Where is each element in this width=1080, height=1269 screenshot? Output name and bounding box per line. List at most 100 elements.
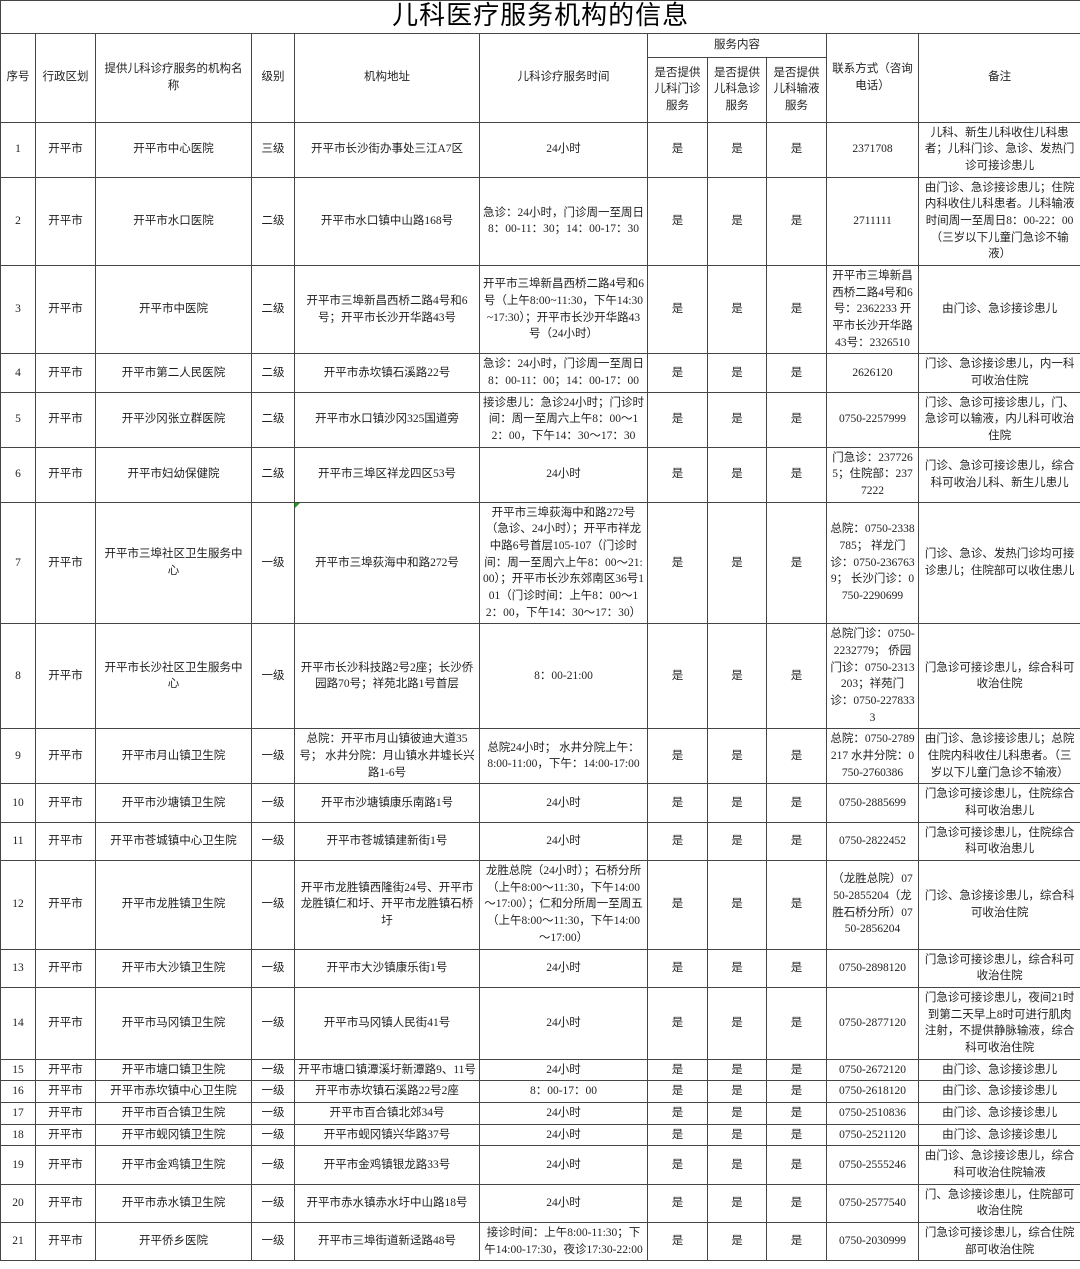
cell-emergency: 是 [707,1145,767,1185]
cell-name: 开平市水口医院 [95,176,252,266]
cell-emergency: 是 [707,264,767,355]
cell-address: 开平市三埠新昌西桥二路4号和6号；开平市长沙开华路43号 [294,264,480,355]
cell-seq: 15 [0,1058,36,1082]
cell-infusion: 是 [766,353,827,393]
cell-infusion: 是 [766,728,827,785]
col-header-service-group: 服务内容 [647,32,827,58]
cell-district: 开平市 [35,391,96,448]
cell-district: 开平市 [35,121,96,178]
cell-seq: 5 [0,391,36,448]
cell-level: 一级 [251,1221,295,1262]
cell-contact: 0750-2885699 [826,783,919,823]
cell-contact: 总院：0750-2338785； 祥龙门诊：0750-2367639； 长沙门诊… [826,501,919,625]
table-row: 7 开平市 开平市三埠社区卫生服务中心 一级 开平市三埠荻海中和路272号 开平… [0,501,1080,625]
cell-remark: 由门诊、急诊接诊患儿，综合科可收治住院输液 [917,1145,1080,1185]
cell-address: 开平市三埠荻海中和路272号 [294,501,480,625]
cell-time: 24小时 [479,1058,648,1082]
cell-emergency: 是 [707,353,767,393]
cell-emergency: 是 [707,783,767,823]
cell-address: 开平市赤坎镇石溪路22号2座 [294,1080,480,1103]
cell-contact: 门急诊：2377265；住院部：2377222 [826,446,919,503]
cell-time: 24小时 [479,948,648,988]
cell-time: 24小时 [479,783,648,823]
cell-level: 一级 [251,1183,295,1223]
cell-level: 一级 [251,623,295,730]
cell-infusion: 是 [766,1221,827,1262]
cell-infusion: 是 [766,501,827,625]
cell-infusion: 是 [766,264,827,355]
cell-seq: 3 [0,264,36,355]
cell-seq: 18 [0,1123,36,1147]
cell-name: 开平市第二人民医院 [95,353,252,393]
cell-emergency: 是 [707,623,767,730]
cell-contact: 0750-2030999 [826,1221,919,1262]
col-header-emergency: 是否提供儿科急诊服务 [707,56,767,123]
cell-time: 急诊：24小时，门诊周一至周日8：00-11：30；14：00-17：30 [479,176,648,266]
cell-name: 开平侨乡医院 [95,1221,252,1262]
table-row: 14 开平市 开平市马冈镇卫生院 一级 开平市马冈镇人民街41号 24小时 是 … [0,986,1080,1060]
cell-district: 开平市 [35,176,96,266]
cell-district: 开平市 [35,264,96,355]
cell-contact: 总院门诊：0750-2232779； 侨园门诊：0750-2313203；祥苑门… [826,623,919,730]
cell-time: 龙胜总院（24小时）；石桥分所（上午8:00～11:30，下午14:00～17:… [479,860,648,950]
cell-infusion: 是 [766,1101,827,1125]
cell-level: 一级 [251,1058,295,1082]
cell-outpatient: 是 [647,1145,708,1185]
cell-district: 开平市 [35,1145,96,1185]
cell-emergency: 是 [707,391,767,448]
header-sub-row: 是否提供儿科门诊服务 是否提供儿科急诊服务 是否提供儿科输液服务 [1,56,1080,123]
cell-time: 总院24小时； 水井分院上午：8:00-11:00，下午：14:00-17:00 [479,728,648,785]
cell-outpatient: 是 [647,121,708,178]
cell-name: 开平市三埠社区卫生服务中心 [95,501,252,625]
cell-name: 开平市大沙镇卫生院 [95,948,252,988]
cell-infusion: 是 [766,623,827,730]
cell-contact: 0750-2822452 [826,821,919,862]
cell-emergency: 是 [707,1123,767,1147]
cell-district: 开平市 [35,948,96,988]
cell-address: 开平市三埠街道新迳路48号 [294,1221,480,1262]
cell-remark: 门诊、急诊接诊患儿，综合科可收治住院 [917,860,1080,950]
cell-outpatient: 是 [647,821,708,862]
cell-remark: 门急诊可接诊患儿，综合科可收治住院 [917,623,1080,730]
cell-level: 二级 [251,353,295,393]
table-row: 11 开平市 开平市苍城镇中心卫生院 一级 开平市苍城镇建新街1号 24小时 是… [0,821,1080,862]
header-group-row: 序号 行政区划 提供儿科诊疗服务的机构名称 级别 机构地址 儿科诊疗服务时间 服… [0,32,1080,123]
cell-infusion: 是 [766,821,827,862]
cell-district: 开平市 [35,728,96,785]
cell-emergency: 是 [707,1183,767,1223]
col-header-address: 机构地址 [294,32,480,123]
cell-seq: 4 [0,353,36,393]
cell-outpatient: 是 [647,446,708,503]
cell-remark: 门诊、急诊可接诊患儿，综合科可收治儿科、新生儿患儿 [917,446,1080,503]
cell-address: 开平市水口镇中山路168号 [294,176,480,266]
cell-address: 开平市龙胜镇西隆街24号、开平市龙胜镇仁和圩、开平市龙胜镇石桥圩 [294,860,480,950]
table-row: 8 开平市 开平市长沙社区卫生服务中心 一级 开平市长沙科技路2号2座；长沙侨园… [0,623,1080,730]
cell-emergency: 是 [707,121,767,178]
cell-district: 开平市 [35,446,96,503]
cell-name: 开平市百合镇卫生院 [95,1101,252,1125]
cell-address: 开平市沙塘镇康乐南路1号 [294,783,480,823]
cell-time: 24小时 [479,1101,648,1125]
cell-contact: 0750-2257999 [826,391,919,448]
cell-outpatient: 是 [647,986,708,1060]
cell-district: 开平市 [35,623,96,730]
cell-level: 一级 [251,821,295,862]
cell-level: 二级 [251,176,295,266]
cell-emergency: 是 [707,1101,767,1125]
cell-remark: 由门诊、急诊接诊患儿 [917,1058,1080,1082]
table-row: 12 开平市 开平市龙胜镇卫生院 一级 开平市龙胜镇西隆街24号、开平市龙胜镇仁… [0,860,1080,950]
cell-infusion: 是 [766,121,827,178]
cell-level: 二级 [251,391,295,448]
cell-infusion: 是 [766,860,827,950]
table-row: 5 开平市 开平沙冈张立群医院 二级 开平市水口镇沙冈325国道旁 接诊患儿：急… [0,391,1080,448]
cell-remark: 由门诊、急诊接诊患儿 [917,264,1080,355]
cell-name: 开平市马冈镇卫生院 [95,986,252,1060]
cell-address: 开平市长沙街办事处三江A7区 [294,121,480,178]
cell-address: 总院：开平市月山镇彼迪大道35号； 水井分院：月山镇水井墟长兴路1-6号 [294,728,480,785]
cell-contact: 2626120 [826,353,919,393]
cell-emergency: 是 [707,446,767,503]
col-header-remark: 备注 [917,32,1080,123]
cell-seq: 7 [0,501,36,625]
cell-outpatient: 是 [647,783,708,823]
cell-contact: 0750-2672120 [826,1058,919,1082]
